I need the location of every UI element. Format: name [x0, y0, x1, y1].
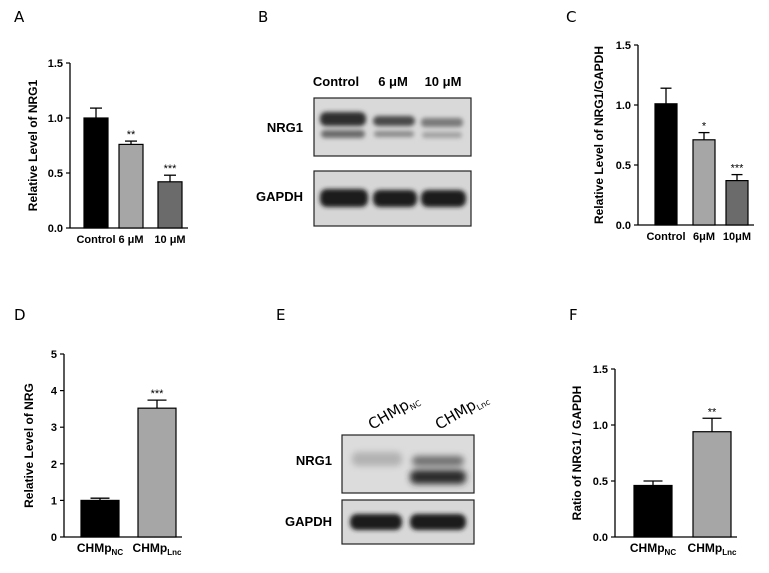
blot-e: CHMpNC CHMpLnc NRG1 GAPDH	[285, 389, 492, 545]
chart-c-bar	[654, 103, 678, 226]
chart-c-y-tick-label: 1.0	[616, 100, 631, 112]
chart-a-y-axis-label: Relative Level of NRG1	[26, 79, 40, 211]
blot-b-lane-label: Control	[313, 74, 359, 89]
chart-c-significance-label: ***	[731, 163, 745, 175]
chart-a-bar	[118, 143, 144, 229]
chart-f-y-tick-label: 0.0	[593, 532, 608, 544]
chart-f-y-tick-label: 1.5	[593, 364, 608, 376]
chart-f-y-axis-label: Ratio of NRG1 / GAPDH	[570, 386, 584, 521]
panel-label-c: C	[566, 8, 576, 26]
chart-d-x-tick-label: CHMpNC	[77, 541, 123, 557]
chart-a-y-tick-label: 0.5	[48, 168, 63, 180]
chart-a-y-tick-label: 0.0	[48, 223, 63, 235]
chart-f-y-tick-label: 0.5	[593, 476, 608, 488]
chart-a-y-tick-label: 1.0	[48, 113, 63, 125]
chart-a-y-tick-label: 1.5	[48, 58, 63, 70]
chart-a-bar	[157, 181, 183, 229]
chart-f: 0.0 0.5 1.0 1.5 Ratio of NRG1 / GAPDH CHMpNC *…	[570, 364, 737, 557]
chart-d-bar	[80, 499, 120, 538]
panel-label-e: E	[276, 306, 285, 324]
blot-b-row-label: GAPDH	[256, 189, 303, 204]
blot-e-nrg1-bands	[352, 452, 466, 484]
chart-c-x-tick-label: 10μM	[723, 231, 751, 243]
chart-c: 0.0 0.5 1.0 1.5 Relative Level of NRG1/GAPDH…	[592, 40, 754, 243]
blot-e-lane-label: CHMpLnc	[432, 389, 492, 435]
chart-d-bar	[137, 407, 177, 538]
chart-d-y-tick-label: 4	[51, 386, 58, 398]
chart-f-bar	[692, 431, 732, 538]
panel-label-f: F	[569, 306, 578, 324]
svg-text:CHMpNC: CHMpNC	[365, 390, 423, 435]
chart-f-y-tick-label: 1.0	[593, 420, 608, 432]
chart-f-bar	[633, 484, 673, 538]
chart-c-bar	[725, 180, 749, 226]
svg-text:CHMpLnc: CHMpLnc	[432, 389, 492, 435]
chart-a-x-tick-label: 10 μM	[154, 234, 185, 246]
panel-label-b: B	[258, 8, 268, 26]
chart-d-x-tick-label: CHMpLnc	[133, 541, 182, 557]
chart-d-y-tick-label: 1	[51, 495, 57, 507]
chart-d-y-tick-label: 2	[51, 459, 57, 471]
chart-c-x-tick-label: Control	[646, 231, 685, 243]
chart-a-x-tick-label: 6 μM	[118, 234, 143, 246]
chart-d-y-axis-label: Relative Level of NRG	[22, 383, 36, 508]
panel-label-d: D	[14, 306, 26, 324]
blot-e-row-label: GAPDH	[285, 514, 332, 529]
blot-b-lane-label: 10 μM	[425, 74, 462, 89]
chart-d-y-tick-label: 3	[51, 422, 57, 434]
blot-b-nrg1-bands	[320, 112, 463, 138]
chart-a-significance-label: **	[127, 129, 136, 141]
chart-c-significance-label: *	[702, 121, 707, 133]
chart-c-y-tick-label: 1.5	[616, 40, 631, 52]
chart-c-y-tick-label: 0.0	[616, 220, 631, 232]
blot-e-gapdh-bands	[350, 514, 466, 530]
chart-d-y-tick-label: 5	[51, 349, 57, 361]
blot-e-lane-label: CHMpNC	[365, 390, 423, 435]
chart-a-bar	[83, 117, 109, 229]
blot-b-row-label: NRG1	[267, 120, 303, 135]
blot-b-gapdh-bands	[320, 189, 466, 207]
chart-d-y-tick-label: 0	[51, 532, 57, 544]
blot-b: Control 6 μM 10 μM NRG1 GAPDH	[256, 74, 472, 227]
blot-e-row-label: NRG1	[296, 453, 332, 468]
blot-b-lane-label: 6 μM	[378, 74, 408, 89]
chart-f-x-tick-label: CHMpLnc	[688, 541, 737, 557]
chart-d-significance-label: ***	[151, 388, 165, 400]
chart-a: 0.0 0.5 1.0 1.5 Relative Level of NRG1 Contro…	[26, 58, 188, 246]
chart-c-y-axis-label: Relative Level of NRG1/GAPDH	[592, 46, 606, 224]
panel-label-a: A	[14, 8, 25, 26]
chart-f-x-tick-label: CHMpNC	[630, 541, 676, 557]
chart-a-significance-label: ***	[164, 163, 178, 175]
chart-c-y-tick-label: 0.5	[616, 160, 631, 172]
chart-c-x-tick-label: 6μM	[693, 231, 715, 243]
chart-d: 0 1 2 3 4 5 Relative Level of NRG CHMpNC *** CHMp…	[22, 349, 182, 557]
chart-a-x-tick-label: Control	[76, 234, 115, 246]
chart-f-significance-label: **	[708, 406, 717, 418]
chart-c-bar	[692, 139, 716, 226]
